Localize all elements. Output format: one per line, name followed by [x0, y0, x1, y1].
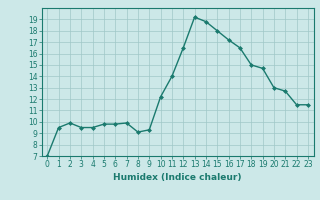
X-axis label: Humidex (Indice chaleur): Humidex (Indice chaleur): [113, 173, 242, 182]
